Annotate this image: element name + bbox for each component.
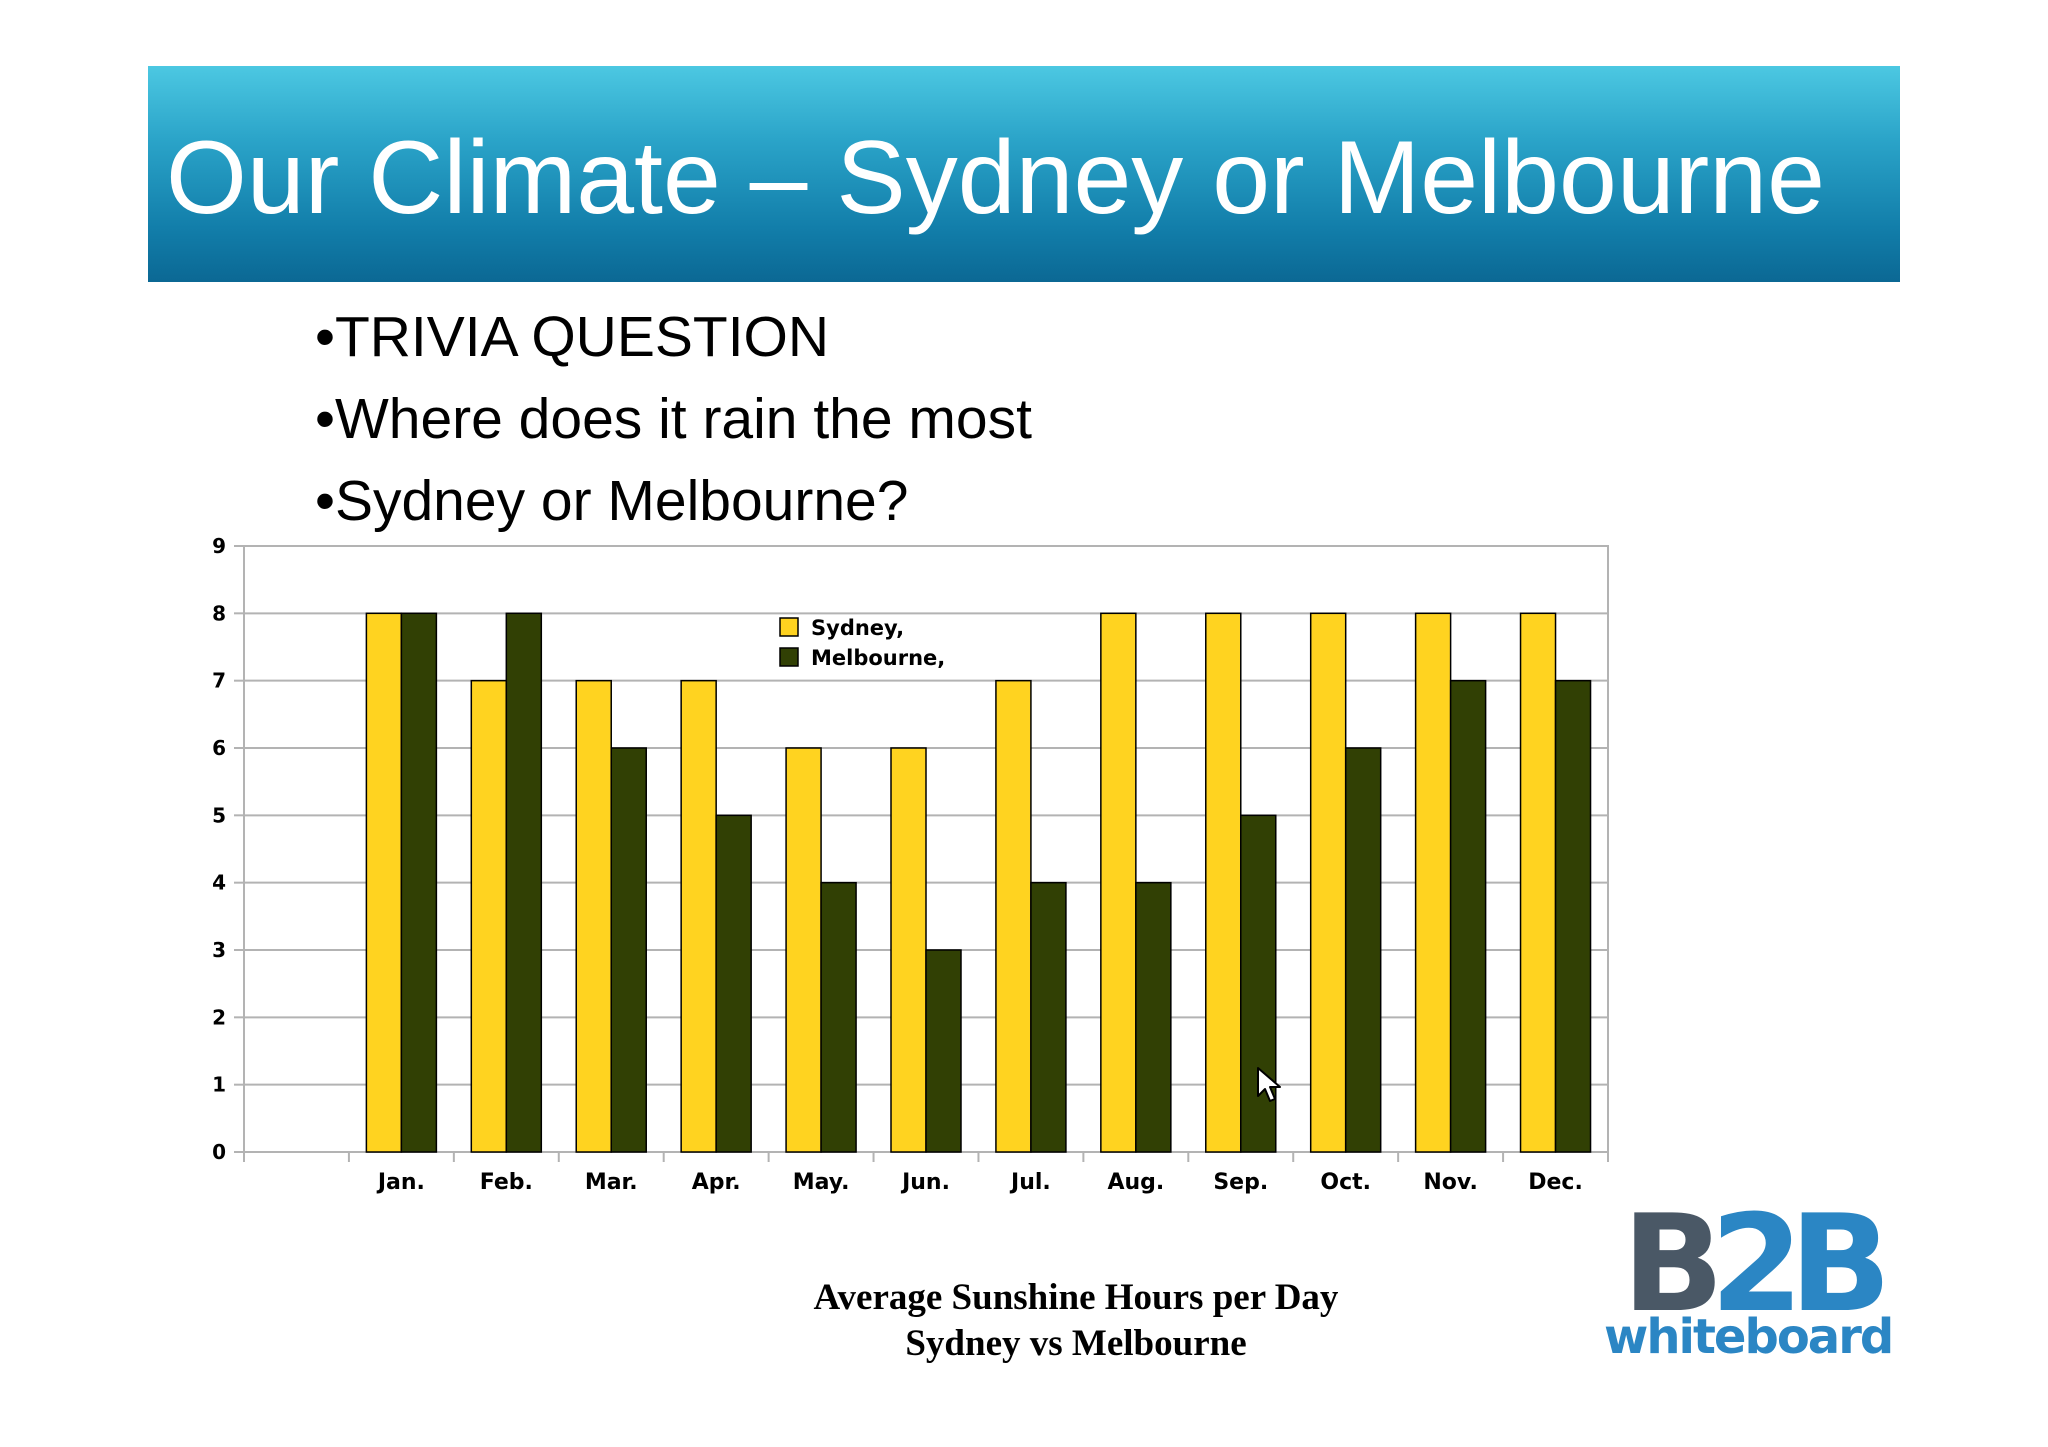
title-bar: Our Climate – Sydney or Melbourne bbox=[148, 66, 1900, 282]
bar-sydney bbox=[365, 612, 403, 1153]
logo-mark: B2B bbox=[1622, 1186, 1892, 1342]
bar-sydney bbox=[1309, 612, 1347, 1153]
bar-melbourne bbox=[400, 612, 438, 1153]
x-tick-label: Sep. bbox=[1213, 1170, 1268, 1195]
bar-melbourne bbox=[820, 881, 857, 1153]
bar-melbourne bbox=[1554, 679, 1592, 1153]
y-tick-label: 0 bbox=[212, 1140, 226, 1164]
bullet-item: •TRIVIA QUESTION bbox=[315, 305, 830, 369]
caption-line-2: Sydney vs Melbourne bbox=[905, 1323, 1247, 1364]
bar-sydney bbox=[575, 679, 612, 1153]
bullet-item: •Sydney or Melbourne? bbox=[315, 469, 909, 533]
bar-sydney bbox=[785, 747, 822, 1153]
bar-melbourne bbox=[610, 747, 647, 1153]
bar-melbourne bbox=[1449, 679, 1487, 1153]
x-tick-label: Dec. bbox=[1528, 1170, 1583, 1195]
bar-sydney bbox=[1205, 612, 1242, 1153]
bar-sydney bbox=[1414, 612, 1452, 1153]
y-tick-label: 4 bbox=[212, 871, 226, 895]
slide-title: Our Climate – Sydney or Melbourne bbox=[166, 120, 1825, 236]
x-tick-label: Feb. bbox=[480, 1170, 533, 1195]
legend-label: Sydney, bbox=[811, 616, 904, 640]
x-tick-label: Jul. bbox=[1009, 1170, 1051, 1195]
legend-swatch bbox=[779, 617, 799, 637]
bar-melbourne bbox=[1344, 747, 1382, 1153]
x-tick-label: Mar. bbox=[585, 1170, 638, 1195]
y-tick-label: 6 bbox=[212, 736, 226, 760]
y-tick-label: 5 bbox=[212, 803, 226, 827]
x-tick-label: Aug. bbox=[1107, 1170, 1164, 1195]
b2b-whiteboard-logo: B2B whiteboard bbox=[1600, 1197, 1894, 1370]
legend-label: Melbourne, bbox=[811, 646, 945, 670]
bullet-list: •TRIVIA QUESTION •Where does it rain the… bbox=[315, 296, 1032, 542]
bar-sydney bbox=[680, 679, 717, 1153]
bar-melbourne bbox=[1030, 881, 1067, 1153]
x-tick-label: Apr. bbox=[692, 1170, 741, 1195]
bullet-item: •Where does it rain the most bbox=[315, 387, 1032, 451]
bar-sydney bbox=[1519, 612, 1557, 1153]
bar-melbourne bbox=[925, 949, 962, 1153]
y-tick-label: 8 bbox=[212, 601, 226, 625]
x-tick-label: Oct. bbox=[1320, 1170, 1371, 1195]
bar-sydney bbox=[995, 679, 1032, 1153]
bar-melbourne bbox=[1135, 881, 1172, 1153]
x-tick-label: Nov. bbox=[1423, 1170, 1477, 1195]
mouse-pointer-icon bbox=[1257, 1067, 1281, 1102]
bar-melbourne bbox=[715, 814, 752, 1153]
logo-wordmark: whiteboard bbox=[1604, 1309, 1894, 1365]
x-tick-label: May. bbox=[793, 1170, 850, 1195]
bar-melbourne bbox=[505, 612, 543, 1153]
bar-sydney bbox=[890, 747, 927, 1153]
caption-line-1: Average Sunshine Hours per Day bbox=[813, 1277, 1339, 1318]
y-tick-label: 9 bbox=[212, 534, 226, 558]
legend-swatch bbox=[779, 647, 799, 667]
bar-sydney bbox=[470, 679, 508, 1153]
y-tick-label: 1 bbox=[212, 1073, 226, 1097]
chart-caption: Average Sunshine Hours per Day Sydney vs… bbox=[676, 1275, 1476, 1367]
x-tick-label: Jan. bbox=[376, 1170, 425, 1195]
y-tick-label: 7 bbox=[212, 669, 226, 693]
y-tick-label: 3 bbox=[212, 938, 226, 962]
x-tick-label: Jun. bbox=[900, 1170, 950, 1195]
y-tick-label: 2 bbox=[212, 1005, 226, 1029]
bar-sydney bbox=[1100, 612, 1137, 1153]
